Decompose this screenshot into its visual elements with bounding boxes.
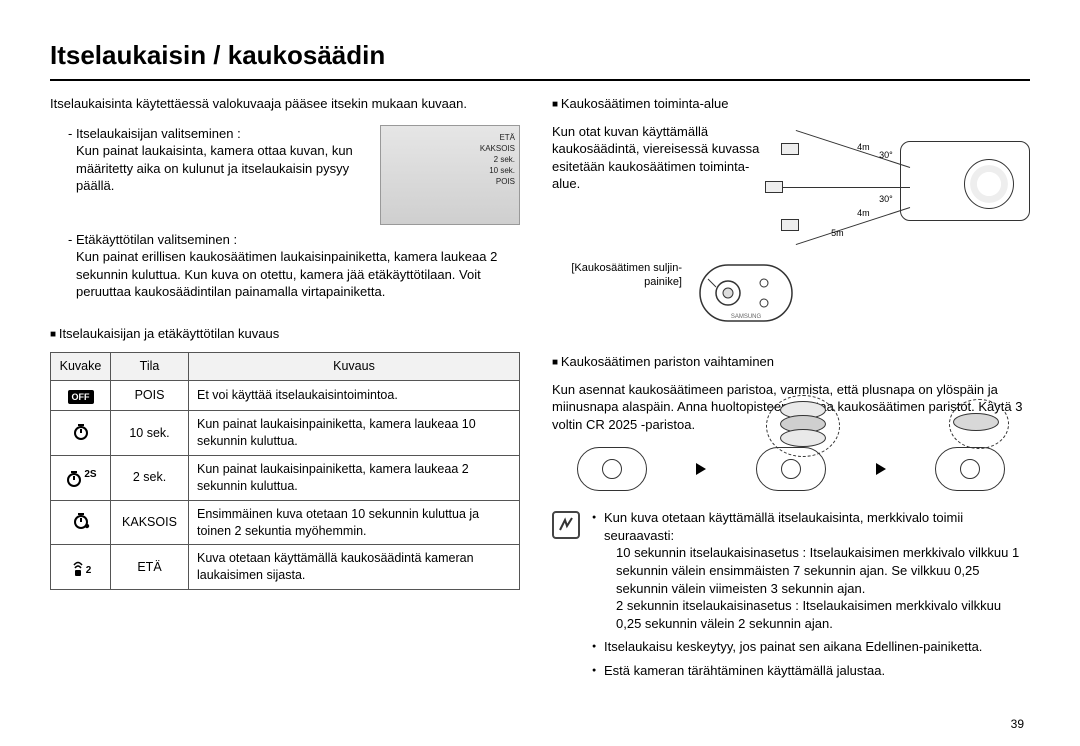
th-desc: Kuvaus: [189, 353, 520, 381]
item1-title: - Itselaukaisijan valitseminen :: [68, 126, 241, 141]
mode-10s: 10 sek.: [111, 411, 189, 456]
mode-2s: 2 sek.: [111, 455, 189, 500]
table-row: OFF POIS Et voi käyttää itselaukaisintoi…: [51, 381, 520, 411]
th-icon: Kuvake: [51, 353, 111, 381]
options-table: Kuvake Tila Kuvaus OFF POIS Et voi käytt…: [50, 352, 520, 590]
right-column: Kaukosäätimen toiminta-alue Kun otat kuv…: [552, 95, 1030, 685]
table-row: 10 sek. Kun painat laukaisinpainiketta, …: [51, 411, 520, 456]
off-icon: OFF: [68, 390, 94, 404]
notes-list: Kun kuva otetaan käyttämällä itselaukais…: [592, 509, 1030, 685]
dist-5m: 5m: [831, 227, 844, 239]
table-row: 2S 2 sek. Kun painat laukaisinpainiketta…: [51, 455, 520, 500]
item2-title: - Etäkäyttötilan valitseminen :: [68, 232, 237, 247]
screen-opt-double: KAKSOIS: [480, 143, 515, 154]
desc-2s: Kun painat laukaisinpainiketta, kamera l…: [189, 455, 520, 500]
th-mode: Tila: [111, 353, 189, 381]
screen-opt-10s: 10 sek.: [480, 165, 515, 176]
battery-heading: Kaukosäätimen pariston vaihtaminen: [552, 353, 1030, 371]
arrow-icon: [696, 463, 706, 475]
arrow-icon: [876, 463, 886, 475]
table-row: KAKSOIS Ensimmäinen kuva otetaan 10 seku…: [51, 500, 520, 545]
screen-opt-2s: 2 sek.: [480, 154, 515, 165]
mode-double: KAKSOIS: [111, 500, 189, 545]
ang-30b: 30°: [879, 193, 893, 205]
remote-icon: 2: [51, 545, 111, 590]
svg-text:SAMSUNG: SAMSUNG: [731, 314, 762, 320]
page-title: Itselaukaisin / kaukosäädin: [50, 38, 1030, 81]
range-heading: Kaukosäätimen toiminta-alue: [552, 95, 1030, 113]
remote-step1: [577, 447, 647, 491]
camera-range-diagram: 4m 30° 30° 4m 5m: [771, 123, 1030, 253]
note1b: 2 sekunnin itselaukaisinasetus : Itselau…: [616, 597, 1030, 632]
mode-off: POIS: [111, 381, 189, 411]
dist-4m-b: 4m: [857, 207, 870, 219]
range-body: Kun otat kuvan käyttämällä kaukosäädintä…: [552, 123, 761, 253]
note3: Estä kameran tärähtäminen käyttämällä ja…: [592, 662, 1030, 680]
page-number: 39: [1011, 716, 1024, 732]
desc-10s: Kun painat laukaisinpainiketta, kamera l…: [189, 411, 520, 456]
desc-off: Et voi käyttää itselaukaisintoimintoa.: [189, 381, 520, 411]
desc-remote: Kuva otetaan käyttämällä kaukosäädintä k…: [189, 545, 520, 590]
timer-icon: [51, 411, 111, 456]
note1a: 10 sekunnin itselaukaisinasetus : Itsela…: [616, 544, 1030, 597]
battery-replacement-diagram: [552, 447, 1030, 491]
desc-double: Ensimmäinen kuva otetaan 10 sekunnin kul…: [189, 500, 520, 545]
screen-opt-off: POIS: [480, 176, 515, 187]
note-icon: [552, 511, 580, 539]
intro-text: Itselaukaisinta käytettäessä valokuvaaja…: [50, 95, 520, 113]
double-icon: [51, 500, 111, 545]
table-row: 2 ETÄ Kuva otetaan käyttämällä kaukosääd…: [51, 545, 520, 590]
note2: Itselaukaisu keskeytyy, jos painat sen a…: [592, 638, 1030, 656]
screen-opt-remote: ETÄ: [480, 132, 515, 143]
ang-30a: 30°: [879, 149, 893, 161]
note1: Kun kuva otetaan käyttämällä itselaukais…: [604, 510, 963, 543]
remote-shutter-label: [Kaukosäätimen suljin-painike]: [552, 261, 682, 330]
item2-body: Kun painat erillisen kaukosäätimen lauka…: [76, 248, 520, 301]
remote-control-illustration: SAMSUNG: [696, 261, 796, 330]
left-column: Itselaukaisinta käytettäessä valokuvaaja…: [50, 95, 520, 685]
mode-remote: ETÄ: [111, 545, 189, 590]
table-heading: Itselaukaisijan ja etäkäyttötilan kuvaus: [50, 325, 520, 343]
dist-4m-a: 4m: [857, 141, 870, 153]
timer2s-icon: 2S: [51, 455, 111, 500]
remote-step3: [935, 447, 1005, 491]
camera-screen-preview: ETÄ KAKSOIS 2 sek. 10 sek. POIS: [380, 125, 520, 225]
